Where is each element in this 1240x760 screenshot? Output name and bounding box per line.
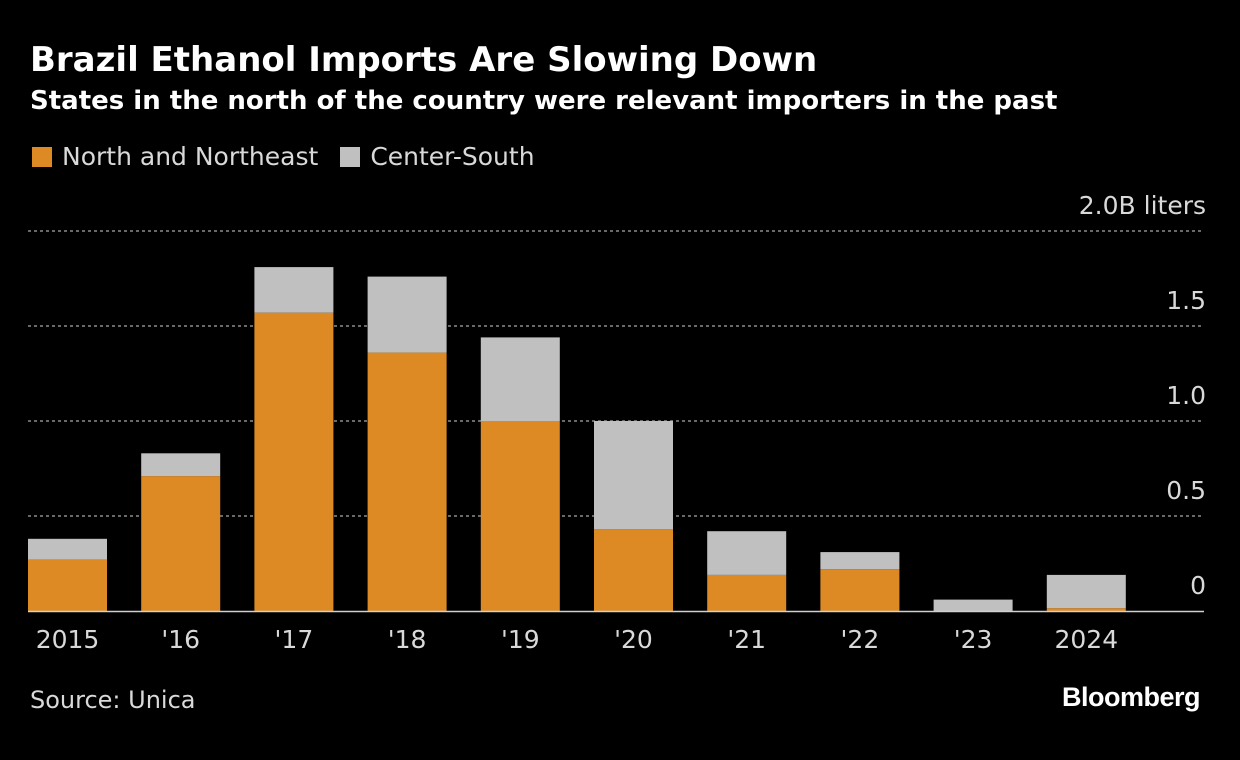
y-tick-label: 1.0	[1166, 381, 1206, 410]
legend-swatch-center-south	[340, 146, 361, 167]
x-tick-label: '16	[161, 625, 200, 654]
x-tick-label: '21	[727, 625, 766, 654]
legend-item-center-south: Center-South	[340, 142, 535, 171]
bar-north-northeast	[367, 352, 447, 611]
chart-subtitle: States in the north of the country were …	[30, 86, 1058, 116]
bar-north-northeast	[141, 476, 221, 611]
bar-center-south	[254, 267, 334, 313]
y-tick-label: 0	[1190, 571, 1206, 600]
bar-center-south	[480, 337, 560, 421]
x-tick-label: '23	[954, 625, 993, 654]
legend-label-north-northeast: North and Northeast	[62, 142, 319, 171]
bar-north-northeast	[594, 529, 673, 611]
x-tick-label: 2015	[36, 625, 100, 654]
y-tick-label: 1.5	[1166, 286, 1206, 315]
bar-north-northeast	[28, 559, 107, 611]
bar-center-south	[933, 599, 1013, 611]
x-tick-label: '19	[501, 625, 540, 654]
legend: North and Northeast Center-South	[32, 142, 557, 171]
bar-center-south	[367, 276, 447, 353]
legend-item-north-northeast: North and Northeast	[32, 142, 318, 171]
x-tick-label: '18	[388, 625, 427, 654]
bar-center-south	[141, 453, 221, 477]
bar-north-northeast	[254, 312, 334, 611]
chart-title: Brazil Ethanol Imports Are Slowing Down	[30, 40, 818, 80]
bar-center-south	[707, 531, 787, 575]
x-tick-label: '22	[841, 625, 880, 654]
bar-center-south	[1046, 574, 1126, 609]
bloomberg-logo: Bloomberg	[1061, 682, 1201, 712]
source-note: Source: Unica	[30, 686, 196, 714]
y-tick-label: 2.0B liters	[1079, 191, 1206, 220]
x-tick-label: '17	[275, 625, 314, 654]
y-tick-label: 0.5	[1166, 476, 1206, 505]
bar-north-northeast	[820, 569, 900, 611]
bar-center-south	[28, 538, 107, 560]
legend-swatch-north-northeast	[32, 146, 52, 167]
bar-center-south	[820, 552, 900, 570]
legend-label-center-south: Center-South	[370, 142, 535, 171]
x-tick-label: 2024	[1054, 625, 1118, 654]
bar-north-northeast	[707, 574, 787, 611]
bar-north-northeast	[480, 421, 560, 611]
x-tick-label: '20	[614, 625, 653, 654]
bar-north-northeast	[1046, 608, 1126, 611]
bar-center-south	[594, 421, 673, 530]
